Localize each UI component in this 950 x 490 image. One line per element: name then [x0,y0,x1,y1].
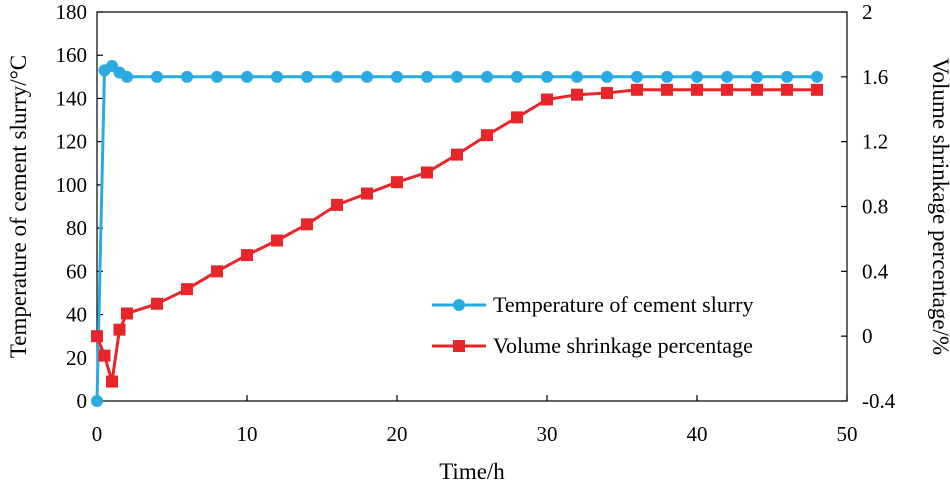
legend: Temperature of cement slurry Volume shrin… [432,292,754,358]
series-1-point [121,307,133,320]
series-0-point [151,70,163,83]
series-1-point [661,83,673,96]
series-1-point [361,187,373,200]
y-tick-label: 140 [56,86,88,110]
y-tick-label: 160 [56,43,88,67]
y2-axis-title: Volume shrinkage percentage/% [928,58,950,355]
series-1-point [811,83,823,96]
x-tick-label: 20 [387,422,408,446]
y2-tick-label: 0.4 [862,259,889,283]
series-0-point [331,70,343,83]
y2-tick-label: 1.6 [862,65,888,89]
series-1-point [481,129,493,142]
y-tick-label: 60 [66,259,87,283]
series-0-point [781,70,793,83]
series-1-point [106,375,118,388]
series-0-point [631,70,643,83]
y2-tick-label: 2 [862,0,873,24]
series-0-point [211,70,223,83]
series-0-point [541,70,553,83]
y-tick-label: 180 [56,0,88,24]
series-0-point [121,70,133,83]
y2-tick-label: 0 [862,324,873,348]
series-1-point [331,198,343,211]
x-tick-label: 50 [837,422,858,446]
series-1-point [181,283,193,296]
x-tick-label: 30 [537,422,558,446]
x-tick-label: 40 [687,422,708,446]
series-1-point [113,323,126,336]
series-0-point [241,70,253,83]
series-0-point [811,70,823,83]
series-0-point [451,70,463,83]
series-line-0 [95,64,817,402]
series-0-point [361,70,373,83]
series-1-point [751,83,763,96]
series-0-point [271,70,283,83]
y2-tick-label: 1.2 [862,130,888,154]
series-1-point [211,265,223,278]
series-0-point [661,70,673,83]
x-tick-label: 0 [92,422,103,446]
series-0-point [691,70,703,83]
y-tick-label: 40 [66,303,87,327]
series-1-point [391,176,403,189]
legend-marker-1 [453,340,465,352]
series-0-point [301,70,313,83]
series-1-point [781,83,793,96]
series-0-point [481,70,493,83]
series-1-point [691,83,703,96]
series-1-point [91,330,103,343]
y-axis-title: Temperature of cement slurry/°C [6,55,31,358]
series-1-point [301,218,313,231]
legend-label-1: Volume shrinkage percentage [493,333,753,358]
series-1-point [451,148,463,161]
series-1-point [541,93,553,106]
series-line-1 [95,88,817,384]
series-1-point [631,83,643,96]
y-tick-label: 120 [56,130,88,154]
series-1-point [98,349,111,362]
series-0-point [421,70,433,83]
legend-label-0: Temperature of cement slurry [493,292,754,317]
x-tick-label: 10 [237,422,258,446]
series-1-point [271,234,283,247]
series-1-point [601,87,613,100]
series-0-point [751,70,763,83]
series-0-point [181,70,193,83]
series-1-point [511,111,523,124]
series-0-point [571,70,583,83]
y2-tick-label: 0.8 [862,195,888,219]
series-1-point [241,249,253,262]
series-1-point [721,83,733,96]
legend-marker-0 [453,299,465,311]
axes: 020406080100120140160180-0.400.40.81.21.… [6,0,950,484]
series-0-point [721,70,733,83]
series-group [91,60,823,407]
series-1-point [151,297,163,310]
x-axis-title: Time/h [439,459,505,484]
y2-tick-label: -0.4 [862,389,896,413]
series-1-point [571,88,583,101]
y-tick-label: 80 [66,216,87,240]
y-tick-label: 100 [56,173,88,197]
series-0-point [91,395,103,407]
series-0-point [511,70,523,83]
series-1-point [421,166,433,179]
y-tick-label: 20 [66,346,87,370]
series-0-point [601,70,613,83]
y-tick-label: 0 [77,389,88,413]
series-0-point [391,70,403,83]
